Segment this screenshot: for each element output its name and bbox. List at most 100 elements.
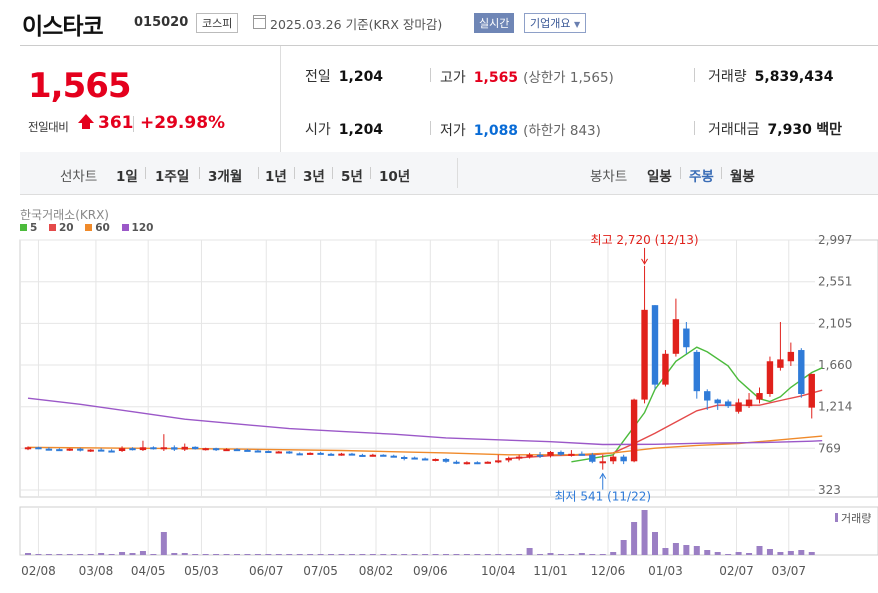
candle-body — [181, 446, 188, 450]
ma-line-5 — [571, 346, 823, 463]
legend-swatch — [48, 224, 56, 231]
x-tick-label: 09/06 — [413, 564, 448, 578]
period-1y[interactable]: 1년 — [265, 169, 287, 185]
candle-monthly[interactable]: 월봉 — [730, 169, 755, 185]
x-tick-label: 01/03 — [648, 564, 683, 578]
volume-bar — [568, 554, 575, 555]
annotation-arrowhead — [599, 472, 607, 479]
candle — [641, 265, 648, 404]
x-tick-label: 06/07 — [249, 564, 284, 578]
candle-body — [756, 393, 763, 400]
legend-label: 60 — [95, 222, 110, 234]
candle-body — [714, 399, 721, 404]
candle — [97, 448, 105, 452]
period-3m[interactable]: 3개월 — [208, 169, 243, 185]
candle — [359, 453, 366, 457]
period-1d[interactable]: 1일 — [116, 169, 138, 185]
volume-bar — [693, 546, 700, 555]
lower-limit: (하한가 843) — [523, 123, 601, 139]
volume-bar — [474, 554, 481, 555]
candle — [35, 446, 42, 450]
candle — [317, 451, 324, 455]
volume-bar — [422, 554, 429, 555]
candle — [56, 448, 63, 452]
period-1w[interactable]: 1주일 — [155, 169, 190, 185]
candle — [505, 456, 512, 463]
candle-body — [45, 448, 53, 451]
candle-body — [233, 449, 241, 452]
volume-bar — [265, 554, 272, 555]
candle — [87, 449, 94, 452]
x-tick-label: 02/08 — [21, 564, 56, 578]
candle — [599, 454, 606, 470]
candle-body — [526, 454, 533, 457]
candle-weekly[interactable]: 주봉 — [689, 169, 714, 185]
volume-bar — [317, 554, 324, 555]
volume-legend-label: 거래량 — [841, 512, 871, 525]
legend-item-ma20: 20 — [48, 222, 74, 234]
volume-bar — [662, 548, 669, 555]
candle-body — [401, 456, 408, 459]
candle-body — [87, 449, 94, 452]
open-label: 시가 — [305, 122, 331, 138]
period-5y[interactable]: 5년 — [341, 169, 363, 185]
volume-bar — [359, 554, 366, 555]
x-tick-label: 02/07 — [719, 564, 754, 578]
volume-bar — [652, 532, 658, 555]
stock-header: 이스타코 015020 코스피 2025.03.26 기준(KRX 장마감) 실… — [0, 0, 878, 44]
y-tick-label: 323 — [818, 483, 841, 497]
candle — [45, 447, 53, 451]
candle — [223, 448, 230, 452]
candle-body — [453, 461, 460, 464]
volume-bar — [369, 554, 376, 555]
candle — [390, 454, 397, 458]
current-price: 1,565 — [28, 66, 132, 106]
period-10y[interactable]: 10년 — [379, 169, 411, 185]
volume-bar — [631, 522, 638, 555]
candle-body — [568, 453, 575, 456]
candle-body — [630, 399, 638, 462]
candle — [108, 449, 115, 453]
candle-body — [421, 458, 429, 461]
candle-body — [442, 458, 450, 462]
low-annotation: 최저 541 (11/22) — [554, 490, 651, 504]
volume-bar — [401, 554, 408, 555]
realtime-button[interactable]: 실시간 — [474, 13, 515, 33]
candle-body — [808, 373, 815, 408]
compare-label: 전일대비 — [28, 120, 69, 134]
divider — [258, 167, 259, 179]
ma-line-20 — [508, 389, 823, 460]
candle — [484, 461, 491, 464]
volume-bar — [578, 553, 585, 555]
divider — [680, 167, 681, 179]
candle-body — [359, 454, 366, 457]
candle — [557, 450, 565, 456]
candle — [787, 342, 795, 366]
candle-body — [275, 451, 282, 454]
candle — [704, 389, 711, 410]
candle — [306, 452, 314, 455]
y-tick-label: 2,551 — [818, 275, 852, 289]
divider — [370, 167, 371, 179]
period-bar: 선차트 1일 1주일 3개월 1년 3년 5년 10년 봉차트 일봉 주봉 월봉 — [20, 152, 878, 195]
volume-bar — [641, 510, 648, 555]
candle — [118, 446, 126, 452]
market-badge: 코스피 — [196, 13, 239, 33]
volume-bar — [129, 553, 136, 555]
volume-frame — [19, 506, 878, 556]
company-overview-button[interactable]: 기업개요 ▼ — [524, 13, 587, 33]
volume-bar — [108, 554, 115, 555]
low-cell: 저가 1,088 (하한가 843) — [440, 119, 601, 140]
volume-bar — [192, 554, 199, 555]
candle-body — [139, 447, 147, 451]
period-3y[interactable]: 3년 — [303, 169, 325, 185]
volume-bar — [463, 554, 470, 555]
candle-body — [704, 391, 711, 401]
volume-bar — [254, 554, 261, 555]
volume-bar — [307, 554, 314, 555]
candle-body — [589, 454, 596, 462]
candle-body — [118, 448, 126, 452]
candle-daily[interactable]: 일봉 — [647, 169, 672, 185]
divider — [430, 68, 431, 82]
candle — [286, 451, 293, 454]
